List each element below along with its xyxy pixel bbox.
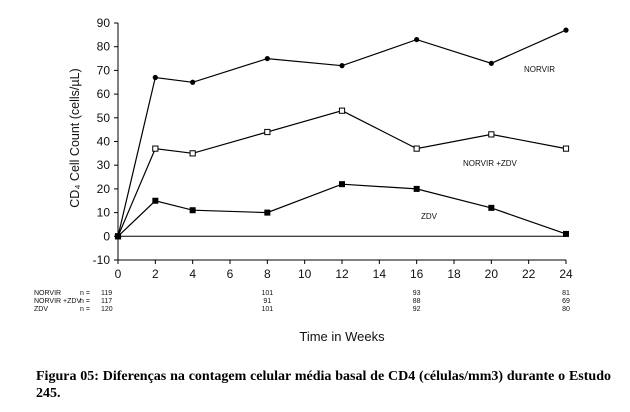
x-tick-label: 24	[559, 267, 573, 281]
data-point	[414, 36, 420, 43]
series-line	[117, 110, 567, 237]
data-point	[152, 74, 158, 81]
n-table-value: 91	[263, 298, 271, 305]
data-point	[264, 55, 270, 62]
series-line	[117, 29, 567, 237]
y-axis-label: CD₄ Cell Count (cells/µL)	[68, 68, 82, 207]
y-tick-label: 70	[97, 63, 111, 77]
n-table-n-label: n =	[80, 306, 90, 313]
n-table-value: 80	[562, 306, 570, 313]
n-table-row-label: NORVIR	[34, 290, 61, 297]
x-tick-label: 22	[522, 267, 536, 281]
data-point	[115, 233, 121, 240]
series-labels: NORVIR NORVIR +ZDV ZDV	[421, 65, 555, 221]
y-tick-label: 50	[97, 111, 111, 125]
x-tick-label: 10	[298, 267, 312, 281]
y-tick-label: 80	[97, 40, 111, 54]
n-table-value: 81	[562, 290, 570, 297]
data-point	[152, 197, 159, 204]
x-tick-label: 2	[152, 267, 159, 281]
data-point	[339, 181, 345, 188]
x-tick-label: 20	[485, 267, 499, 281]
n-table-value: 120	[101, 306, 113, 313]
n-table-n-label: n =	[80, 298, 90, 305]
data-point	[413, 145, 420, 152]
data-point	[152, 145, 159, 152]
y-tick-label: 90	[97, 16, 111, 30]
y-tick-label: 20	[97, 182, 111, 196]
data-point	[264, 209, 271, 216]
y-tick-label: 30	[97, 158, 111, 172]
data-point	[562, 145, 570, 152]
n-table-value: 119	[101, 290, 112, 297]
y-tick-label: 40	[97, 135, 111, 149]
data-point	[488, 131, 495, 138]
y-tick-label: 10	[97, 206, 111, 220]
data-point	[189, 150, 196, 157]
data-point	[190, 79, 196, 85]
data-point	[339, 63, 345, 69]
data-point	[338, 107, 346, 114]
x-axis-label: Time in Weeks	[299, 329, 385, 344]
data-point	[488, 60, 494, 66]
data-point	[563, 230, 569, 237]
n-table-value: 69	[562, 298, 570, 305]
series-label: ZDV	[421, 212, 438, 221]
data-point	[563, 27, 569, 33]
n-table-n-label: n =	[80, 290, 90, 297]
data-point	[189, 207, 196, 214]
series-lines	[114, 27, 570, 240]
n-table-value: 93	[413, 290, 421, 297]
x-tick-label: 18	[447, 267, 461, 281]
n-table-value: 101	[261, 306, 273, 313]
data-point	[413, 185, 420, 192]
n-table-value: 117	[101, 298, 112, 305]
figure-caption: Figura 05: Diferenças na contagem celula…	[36, 369, 611, 401]
x-tick-label: 12	[335, 267, 349, 281]
n-table-value: 101	[261, 290, 273, 297]
x-tick-label: 6	[227, 267, 234, 281]
n-table-row-label: NORVIR +ZDV	[34, 298, 81, 305]
x-tick-label: 8	[264, 267, 271, 281]
y-tick-label: 60	[97, 87, 111, 101]
series-label: NORVIR +ZDV	[463, 159, 518, 168]
x-tick-label: 16	[410, 267, 424, 281]
y-tick-label: -10	[93, 253, 111, 267]
series-line	[117, 183, 567, 237]
axes	[114, 22, 567, 264]
x-tick-label: 4	[189, 267, 196, 281]
x-tick-label: 0	[115, 267, 122, 281]
data-point	[488, 204, 495, 211]
n-table-value: 92	[413, 306, 421, 313]
data-point	[264, 128, 271, 136]
y-tick-label: 0	[103, 229, 110, 243]
series-label: NORVIR	[524, 65, 555, 74]
n-table-row-label: ZDV	[34, 306, 48, 313]
x-tick-label: 14	[373, 267, 387, 281]
n-table-value: 88	[413, 298, 421, 305]
